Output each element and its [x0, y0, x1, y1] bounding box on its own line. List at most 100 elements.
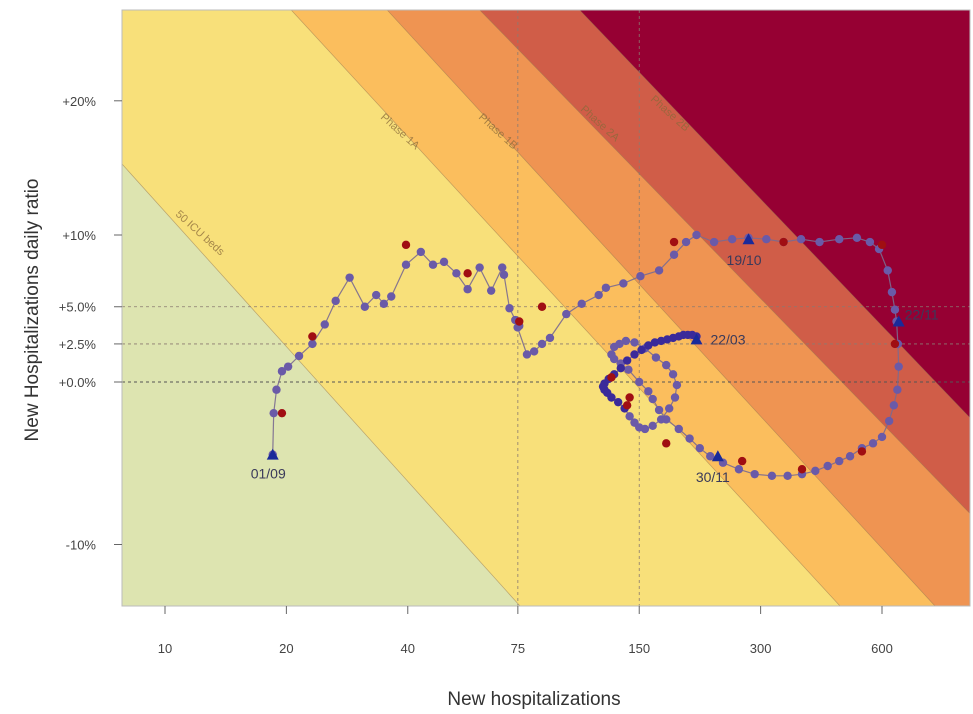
data-point — [796, 235, 806, 244]
weekend-point — [669, 237, 679, 247]
data-point — [545, 333, 555, 343]
weekend-point — [463, 269, 472, 278]
weekend-point — [797, 465, 807, 474]
data-point — [669, 250, 679, 259]
data-point — [499, 270, 509, 279]
data-point — [887, 287, 897, 297]
data-point — [889, 401, 899, 410]
weekend-point — [607, 373, 616, 382]
data-point — [522, 350, 532, 359]
data-point — [277, 367, 287, 376]
data-point — [625, 412, 634, 421]
weekend-point — [890, 339, 900, 349]
data-point — [452, 269, 461, 278]
risk-zones — [122, 10, 970, 606]
date-marker-triangle — [892, 315, 905, 327]
data-point — [681, 237, 691, 247]
data-point — [463, 285, 472, 294]
data-point — [656, 415, 666, 424]
weekend-point — [277, 408, 287, 418]
data-point — [345, 273, 354, 282]
data-point — [505, 304, 514, 313]
plot-frame — [121, 9, 971, 607]
data-point — [636, 272, 645, 281]
data-point — [668, 370, 678, 379]
data-point — [416, 247, 426, 257]
x-axis: 10 20 40 75 150 300 600 — [158, 606, 893, 656]
data-point — [823, 461, 832, 471]
data-point — [529, 347, 539, 356]
data-point — [594, 290, 603, 300]
data-point — [877, 432, 887, 442]
weekend-point — [625, 393, 634, 402]
data-point — [269, 408, 278, 418]
data-point — [811, 466, 820, 476]
data-point — [727, 235, 737, 244]
x-tick-label: 40 — [401, 641, 415, 656]
data-point — [622, 356, 632, 365]
weekend-point — [662, 439, 671, 448]
data-point — [272, 385, 281, 394]
data-point — [635, 377, 644, 387]
y-tick-label: -10% — [66, 538, 97, 553]
data-point — [865, 237, 875, 247]
data-point — [750, 469, 759, 479]
y-tick-label: +2.5% — [59, 337, 97, 352]
date-marker-label: 22/03 — [710, 331, 745, 347]
y-axis: +20% +10% +5.0% +2.5% +0.0% -10% — [59, 94, 122, 553]
data-point — [835, 235, 844, 244]
weekend-point — [401, 240, 411, 250]
data-point — [615, 339, 624, 349]
data-point — [662, 360, 671, 370]
weekend-point — [877, 240, 887, 250]
weekend-point — [779, 237, 788, 247]
date-labels: 01/09 19/10 22/11 30/11 22/03 — [251, 252, 939, 485]
weekend-point — [308, 332, 317, 341]
data-point — [648, 394, 657, 404]
data-point — [613, 397, 623, 407]
date-marker-label: 01/09 — [251, 466, 286, 482]
x-tick-label: 150 — [628, 641, 650, 656]
y-tick-label: +10% — [62, 228, 96, 243]
y-tick-label: +0.0% — [59, 375, 97, 390]
data-point — [644, 341, 653, 350]
x-axis-title: New hospitalizations — [447, 689, 620, 710]
data-point — [607, 350, 616, 359]
x-tick-label: 300 — [750, 641, 772, 656]
data-point — [644, 387, 653, 396]
data-point — [577, 299, 586, 309]
data-point — [815, 237, 824, 247]
data-point — [654, 266, 664, 275]
data-point — [783, 471, 792, 480]
data-point — [767, 471, 777, 480]
x-tick-label: 75 — [511, 641, 525, 656]
data-point — [387, 292, 396, 301]
data-point — [475, 263, 484, 272]
data-point — [648, 421, 657, 431]
date-marker-triangle — [690, 333, 703, 345]
x-tick-label: 20 — [279, 641, 293, 656]
data-point — [674, 424, 683, 434]
data-point — [845, 452, 855, 461]
weekend-point — [737, 456, 747, 466]
data-point — [734, 465, 744, 474]
date-marker-triangle — [711, 450, 724, 462]
y-axis-title: New Hospitalizations daily ratio — [22, 179, 43, 442]
x-tick-label: 10 — [158, 641, 172, 656]
data-point — [893, 385, 902, 394]
data-point — [537, 339, 547, 349]
data-point — [624, 365, 633, 374]
data-point — [621, 336, 631, 346]
date-marker-triangle — [266, 448, 279, 460]
data-point — [601, 283, 611, 292]
y-tick-label: +20% — [62, 94, 96, 109]
data-point — [498, 263, 507, 272]
data-point — [562, 309, 571, 319]
data-point — [651, 353, 661, 362]
date-markers — [266, 233, 905, 462]
date-marker-label: 19/10 — [727, 252, 762, 268]
x-tick-label: 600 — [871, 641, 893, 656]
data-point — [835, 456, 844, 466]
data-point — [320, 320, 329, 329]
